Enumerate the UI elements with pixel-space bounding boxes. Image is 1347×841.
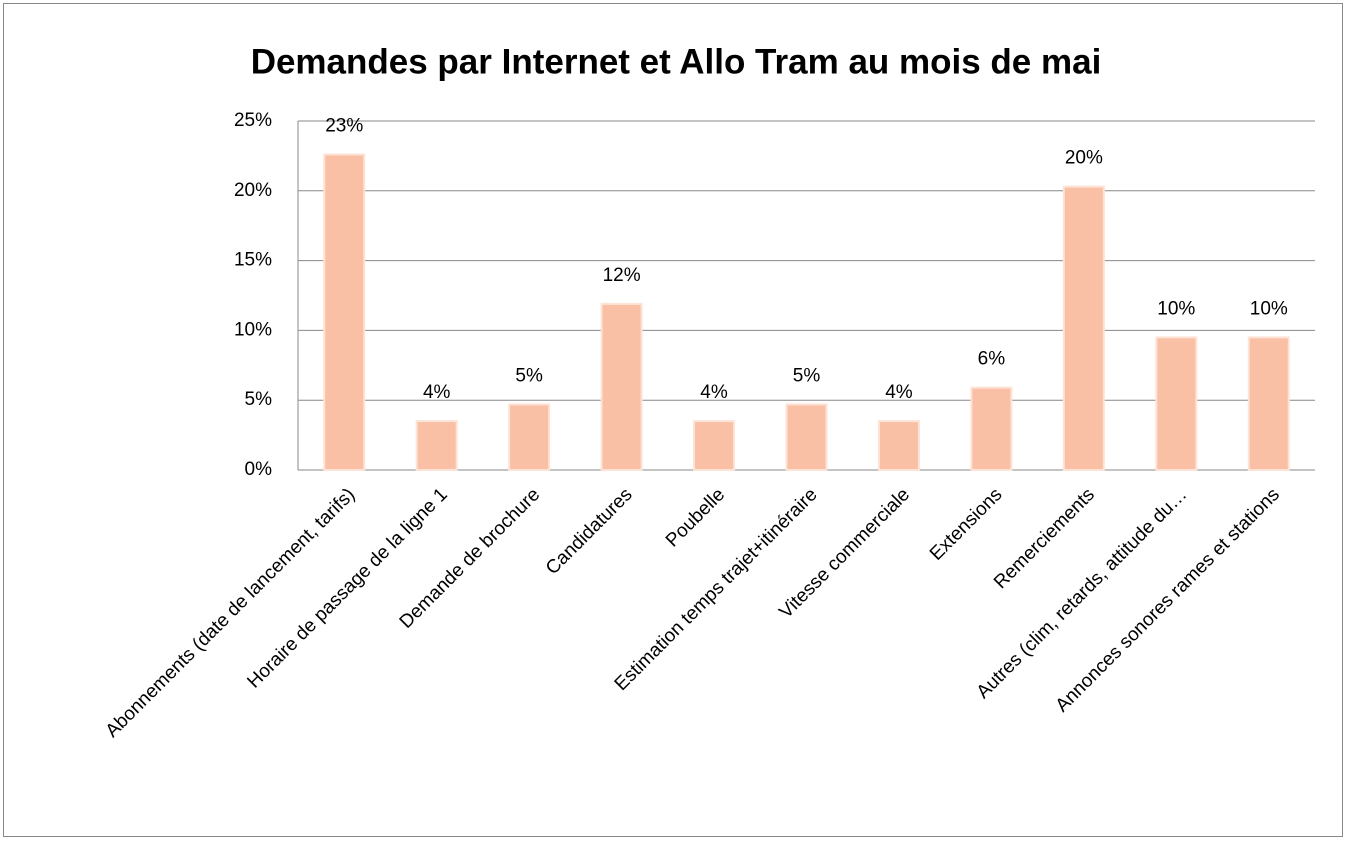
bar	[693, 420, 736, 472]
y-tick-label: 10%	[234, 319, 272, 340]
bar	[1062, 185, 1105, 471]
data-label: 5%	[515, 365, 543, 386]
y-tick-label: 20%	[234, 180, 272, 201]
data-label: 10%	[1250, 298, 1288, 319]
data-label: 4%	[700, 382, 728, 403]
bar	[600, 302, 643, 471]
data-label: 4%	[885, 382, 913, 403]
y-tick-label: 5%	[245, 389, 273, 410]
bar	[877, 420, 920, 472]
data-label: 10%	[1157, 298, 1195, 319]
data-label: 23%	[325, 116, 363, 137]
y-tick-label: 15%	[234, 250, 272, 271]
data-label: 5%	[793, 365, 821, 386]
data-label: 12%	[603, 265, 641, 286]
bar	[1155, 336, 1198, 471]
bar	[785, 403, 828, 471]
chart-frame	[3, 3, 1343, 837]
y-tick-label: 25%	[234, 110, 272, 131]
data-label: 6%	[978, 349, 1006, 370]
bar	[508, 403, 551, 471]
bar	[970, 386, 1013, 471]
data-label: 4%	[423, 382, 451, 403]
bar	[323, 153, 366, 471]
chart-title: Demandes par Internet et Allo Tram au mo…	[251, 42, 1102, 81]
bar	[415, 420, 458, 472]
bar	[1247, 336, 1290, 471]
y-tick-label: 0%	[245, 459, 273, 480]
data-label: 20%	[1065, 148, 1103, 169]
